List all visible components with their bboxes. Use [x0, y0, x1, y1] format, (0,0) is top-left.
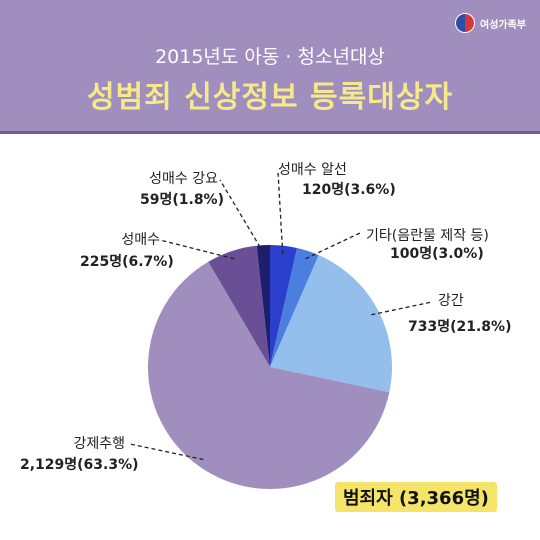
leader-line — [277, 171, 284, 254]
chart-subtitle: 2015년도 아동 · 청소년대상 — [155, 46, 385, 68]
chart-title: 성범죄 신상정보 등록대상자 — [86, 80, 454, 115]
slice-value-label: 733명(21.8%) — [408, 318, 511, 335]
header-banner: 여성가족부 2015년도 아동 · 청소년대상 성범죄 신상정보 등록대상자 — [0, 0, 540, 131]
slice-name-label: 성매수 강요 — [149, 171, 218, 187]
slice-value-label: 120명(3.6%) — [302, 181, 396, 198]
pie-slice — [270, 245, 298, 367]
header-divider — [0, 131, 540, 134]
pie-slice — [270, 248, 319, 367]
slice-value-label: 100명(3.0%) — [390, 245, 484, 262]
leader-line — [219, 179, 265, 254]
slice-value-label: 2,129명(63.3%) — [20, 456, 139, 473]
total-offenders-badge: 범죄자 (3,366명) — [335, 482, 497, 512]
slice-name-label: 성매수 알선 — [278, 162, 347, 178]
leader-line — [305, 231, 363, 260]
leader-line — [159, 239, 235, 260]
pie-slices — [147, 245, 392, 489]
slice-name-label: 강간 — [438, 293, 464, 309]
pie-slice — [256, 245, 270, 367]
taegeuk-icon — [455, 13, 475, 33]
slice-value-label: 59명(1.8%) — [140, 191, 224, 208]
slice-name-label: 강제추행 — [73, 436, 125, 452]
leader-lines — [129, 171, 433, 461]
leader-line — [129, 443, 204, 461]
pie-slice — [147, 261, 390, 489]
ministry-logo: 여성가족부 — [455, 13, 526, 33]
leader-line — [371, 301, 433, 316]
ministry-name: 여성가족부 — [480, 19, 526, 31]
pie-slice — [208, 245, 270, 367]
pie-slice — [270, 255, 392, 393]
slice-name-label: 기타(음란물 제작 등) — [366, 228, 489, 244]
slice-labels: 성매수 알선 120명(3.6%) 기타(음란물 제작 등)100명(3.0%) 강간… — [20, 162, 511, 473]
slice-value-label: 225명(6.7%) — [80, 253, 174, 270]
slice-name-label: 성매수 — [121, 232, 160, 248]
